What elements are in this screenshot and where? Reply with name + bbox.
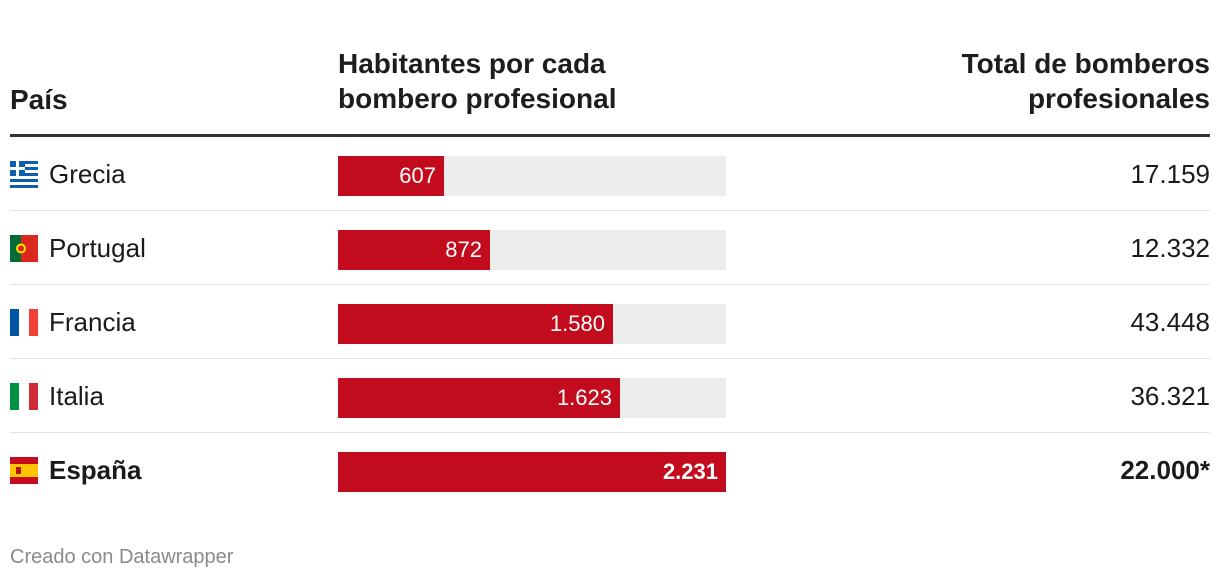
table-row: Grecia 607 17.159 — [10, 137, 1210, 211]
total-value: 36.321 — [1130, 381, 1210, 411]
bar-value-label: 2.231 — [662, 459, 718, 484]
greece-flag-icon — [10, 161, 38, 188]
header-ratio-line1: Habitantes por cada — [338, 48, 606, 79]
bar: 1.580 — [338, 304, 613, 344]
bar-track: 1.623 — [338, 378, 726, 418]
bar: 2.231 — [338, 452, 726, 492]
header-total-line1: Total de bomberos — [961, 48, 1210, 79]
table-row-highlight: España 2.231 22.000* — [10, 433, 1210, 507]
bar-track: 1.580 — [338, 304, 726, 344]
total-value: 12.332 — [1130, 233, 1210, 263]
bar-value-label: 607 — [399, 163, 436, 188]
footer-credit: Creado con Datawrapper — [10, 546, 234, 568]
country-name: Portugal — [49, 233, 146, 263]
total-value: 43.448 — [1130, 307, 1210, 337]
total-value: 17.159 — [1130, 159, 1210, 189]
header-divider — [10, 134, 1210, 137]
header-country: País — [10, 84, 68, 115]
bar-value-label: 872 — [445, 237, 482, 262]
spain-flag-icon — [10, 457, 38, 484]
bar-track: 607 — [338, 156, 726, 196]
bar: 607 — [338, 156, 444, 196]
header-ratio: Habitantes por cada bombero profesional — [338, 46, 698, 116]
header-total-line2: profesionales — [1027, 83, 1210, 114]
table-row: Italia 1.623 36.321 — [10, 359, 1210, 433]
bar: 1.623 — [338, 378, 620, 418]
bar-value-label: 1.623 — [556, 385, 612, 410]
row-divider — [10, 358, 1210, 359]
bar-track: 872 — [338, 230, 726, 270]
country-name: Italia — [49, 381, 104, 411]
country-name: Grecia — [49, 159, 126, 189]
portugal-flag-icon — [10, 235, 38, 262]
header-total: Total de bomberos profesionales — [910, 46, 1210, 116]
table-row: Portugal 872 12.332 — [10, 211, 1210, 285]
header-ratio-line2: bombero profesional — [338, 83, 617, 114]
italy-flag-icon — [10, 383, 38, 410]
row-divider — [10, 210, 1210, 211]
total-value: 22.000* — [1120, 455, 1210, 485]
france-flag-icon — [10, 309, 38, 336]
bar: 872 — [338, 230, 490, 270]
row-divider — [10, 432, 1210, 433]
bar-track: 2.231 — [338, 452, 726, 492]
country-name: Francia — [49, 307, 136, 337]
bar-value-label: 1.580 — [549, 311, 605, 336]
country-name: España — [49, 455, 142, 485]
row-divider — [10, 284, 1210, 285]
table-row: Francia 1.580 43.448 — [10, 285, 1210, 359]
